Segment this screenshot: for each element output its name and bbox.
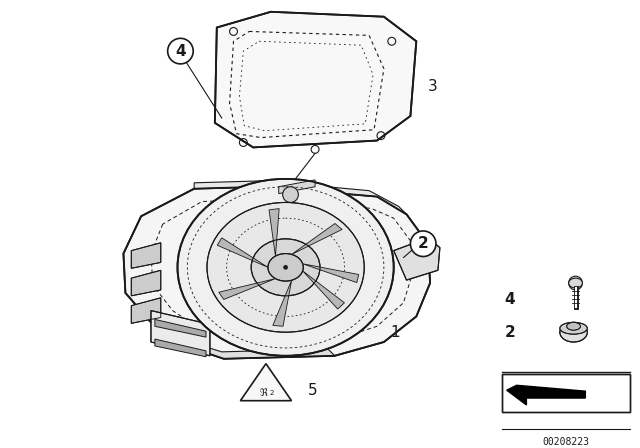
Circle shape [168, 39, 193, 64]
Text: 2: 2 [418, 236, 429, 251]
Ellipse shape [177, 179, 394, 356]
Polygon shape [303, 271, 344, 309]
Polygon shape [155, 319, 206, 337]
Text: 2: 2 [505, 325, 516, 340]
Polygon shape [502, 375, 630, 412]
Ellipse shape [560, 323, 588, 342]
Circle shape [284, 265, 287, 269]
Text: 5: 5 [308, 383, 318, 398]
Polygon shape [507, 385, 586, 405]
Polygon shape [124, 187, 430, 359]
Polygon shape [151, 310, 210, 356]
Polygon shape [151, 318, 335, 359]
Circle shape [410, 231, 436, 257]
Text: 4: 4 [175, 43, 186, 59]
Ellipse shape [252, 239, 320, 296]
Text: 3: 3 [428, 79, 438, 94]
Polygon shape [394, 238, 440, 280]
Polygon shape [269, 209, 279, 256]
Ellipse shape [207, 202, 364, 332]
Polygon shape [194, 181, 406, 214]
Polygon shape [215, 12, 416, 147]
Ellipse shape [560, 323, 588, 334]
Circle shape [569, 276, 582, 290]
Polygon shape [155, 339, 206, 357]
Polygon shape [303, 264, 359, 283]
Text: 2: 2 [269, 390, 274, 396]
Text: ℜ: ℜ [260, 388, 268, 398]
Text: 4: 4 [505, 292, 515, 307]
Polygon shape [292, 224, 342, 254]
Polygon shape [241, 364, 291, 401]
Text: 1: 1 [391, 325, 401, 340]
Ellipse shape [566, 323, 580, 330]
Ellipse shape [569, 278, 582, 288]
Polygon shape [131, 298, 161, 323]
Polygon shape [217, 238, 268, 267]
Polygon shape [279, 180, 315, 194]
Polygon shape [273, 280, 292, 326]
Text: 00208223: 00208223 [542, 437, 589, 448]
Polygon shape [219, 279, 275, 299]
Polygon shape [131, 243, 161, 268]
Ellipse shape [268, 254, 303, 281]
Polygon shape [131, 270, 161, 296]
Circle shape [283, 187, 298, 202]
